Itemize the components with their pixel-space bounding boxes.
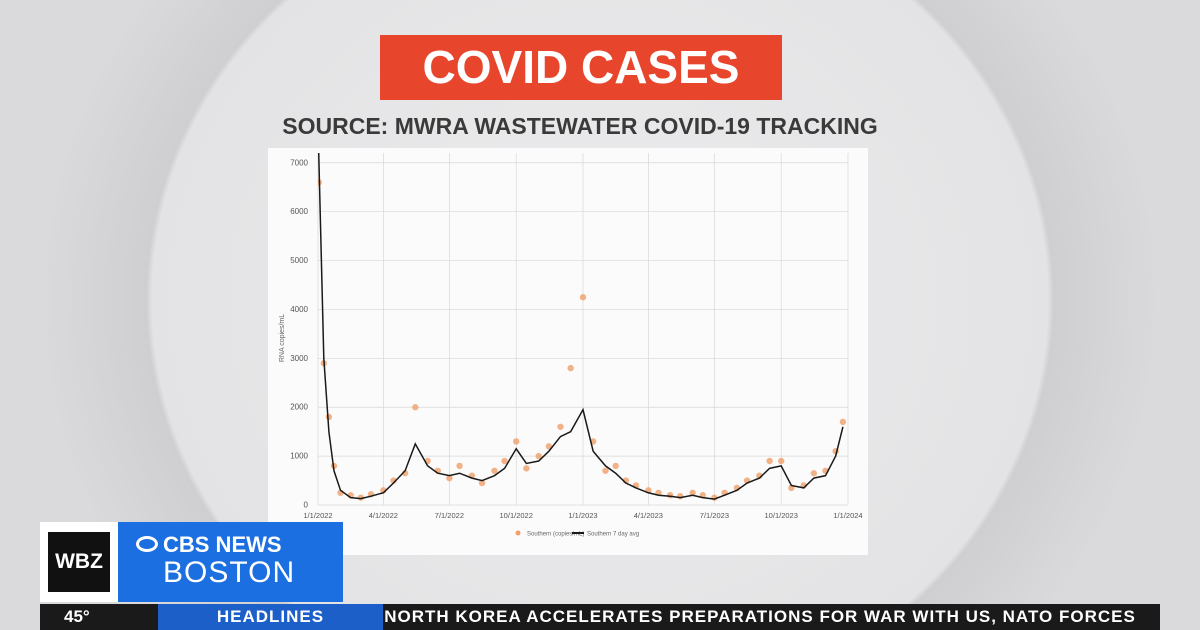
data-point [545, 443, 553, 450]
banner-source: SOURCE: MWRA WASTEWATER COVID-19 TRACKIN… [282, 113, 878, 139]
chart: RNA copies/mL 0 1000 2000 3000 4000 5000 6000 7… [268, 148, 868, 555]
x-tick-label: 1/1/2024 [833, 511, 862, 520]
station-call: WBZ [48, 532, 110, 592]
x-tick-label: 4/1/2022 [369, 511, 398, 520]
network-name: CBS NEWS [163, 532, 282, 557]
cbs-eye [136, 536, 158, 552]
x-tick-label: 7/1/2023 [700, 511, 729, 520]
x-tick-label: 10/1/2022 [500, 511, 533, 520]
data-point [557, 423, 564, 430]
ticker-section: HEADLINES [158, 604, 383, 630]
y-tick-label: 1000 [290, 452, 308, 461]
data-point [501, 457, 508, 465]
x-tick-label: 7/1/2022 [435, 511, 464, 520]
data-point [839, 418, 847, 426]
data-point [778, 457, 785, 465]
y-axis-label: RNA copies/mL [279, 314, 286, 362]
data-point [491, 467, 498, 474]
data-point [612, 462, 619, 470]
data-point [412, 404, 419, 411]
data-point [579, 294, 587, 301]
legend-swatch [515, 530, 521, 536]
temperature: 45° [64, 607, 90, 626]
y-tick-label: 6000 [290, 207, 308, 216]
y-tick-label: 0 [304, 501, 309, 510]
data-point [513, 438, 520, 445]
data-point [478, 479, 486, 487]
data-point [677, 493, 684, 500]
legend-label: Southern 7 day avg [587, 532, 639, 538]
chart-background [268, 148, 868, 555]
data-point [810, 470, 818, 477]
data-point [456, 462, 463, 470]
avg-line [318, 153, 844, 500]
data-point [766, 457, 773, 465]
x-tick-label: 1/1/2022 [303, 511, 332, 520]
data-point [567, 364, 574, 372]
y-tick-label: 5000 [290, 256, 308, 265]
x-tick-label: 10/1/2023 [765, 511, 798, 520]
y-tick-label: 7000 [290, 158, 308, 167]
network-city: BOSTON [163, 556, 296, 589]
ticker-bar: 45° HEADLINES NORTH KOREA ACCELERATES PR… [40, 604, 1160, 630]
x-tick-label: 1/1/2023 [568, 511, 597, 520]
y-tick-label: 3000 [290, 354, 308, 363]
data-point [325, 413, 333, 421]
station-logo: WBZ [40, 522, 118, 602]
x-tick-label: 4/1/2023 [634, 511, 663, 520]
data-point [535, 452, 542, 460]
y-tick-label: 2000 [290, 403, 308, 412]
network-logo: CBS NEWS BOSTON [118, 522, 343, 602]
legend-label: Southern (copies/mL) [527, 532, 584, 538]
data-point [357, 494, 365, 501]
data-point [446, 474, 453, 482]
data-point [523, 465, 530, 472]
data-point [689, 489, 696, 496]
data-point [602, 467, 609, 474]
banner-title: COVID CASES [380, 35, 782, 100]
y-tick-label: 4000 [290, 305, 308, 314]
data-point [666, 492, 674, 499]
ticker-headline: NORTH KOREA ACCELERATES PREPARATIONS FOR… [384, 607, 1136, 626]
